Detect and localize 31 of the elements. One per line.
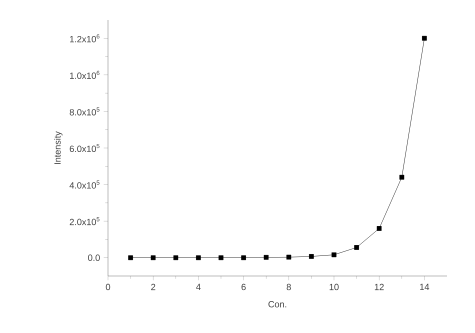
x-tick-label: 12 xyxy=(374,284,384,290)
x-tick-label: 14 xyxy=(420,284,430,290)
point xyxy=(173,255,178,260)
y-tick-label: 0.0 xyxy=(88,254,100,261)
x-tick-label: 4 xyxy=(196,284,201,290)
y-axis-title: Intensity xyxy=(54,131,62,164)
x-tick-label: 2 xyxy=(151,284,156,290)
y-tick-label: 8.0x10$^{5}$ xyxy=(70,107,100,116)
point xyxy=(150,255,156,260)
point xyxy=(332,252,336,258)
y-tick-label: 1.2x10$^{6}$ xyxy=(70,34,100,42)
y-tick-label: 6.0x10$^{5}$ xyxy=(70,144,100,152)
y-tick-label: 2.0x10$^{5}$ xyxy=(70,217,100,226)
point xyxy=(128,255,133,260)
point xyxy=(354,245,359,250)
point xyxy=(241,255,246,260)
point xyxy=(376,226,382,231)
point xyxy=(218,255,224,260)
point xyxy=(196,255,201,260)
point xyxy=(399,174,404,180)
x-tick-label: 0 xyxy=(106,284,110,290)
x-tick-label: 10 xyxy=(330,284,339,290)
point xyxy=(309,254,314,259)
x-tick-label: 8 xyxy=(286,284,291,290)
point xyxy=(286,254,292,260)
point xyxy=(264,254,269,260)
x-axis-title: Con. xyxy=(268,301,286,308)
y-tick-label: 4.0x10$^{5}$ xyxy=(70,180,100,189)
point xyxy=(422,36,427,41)
x-tick-label: 6 xyxy=(242,284,246,290)
y-tick-label: 1.0x10$^{6}$ xyxy=(70,70,100,79)
